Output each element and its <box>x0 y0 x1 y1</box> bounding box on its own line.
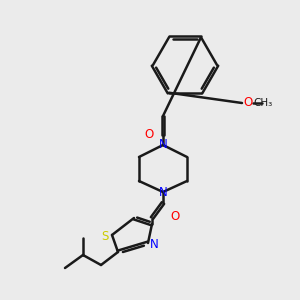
Text: CH₃: CH₃ <box>254 98 273 108</box>
Text: N: N <box>150 238 158 251</box>
Text: N: N <box>159 185 167 199</box>
Text: S: S <box>101 230 109 242</box>
Text: N: N <box>159 139 167 152</box>
Text: O: O <box>144 128 154 142</box>
Text: O: O <box>243 97 253 110</box>
Text: O: O <box>170 209 180 223</box>
